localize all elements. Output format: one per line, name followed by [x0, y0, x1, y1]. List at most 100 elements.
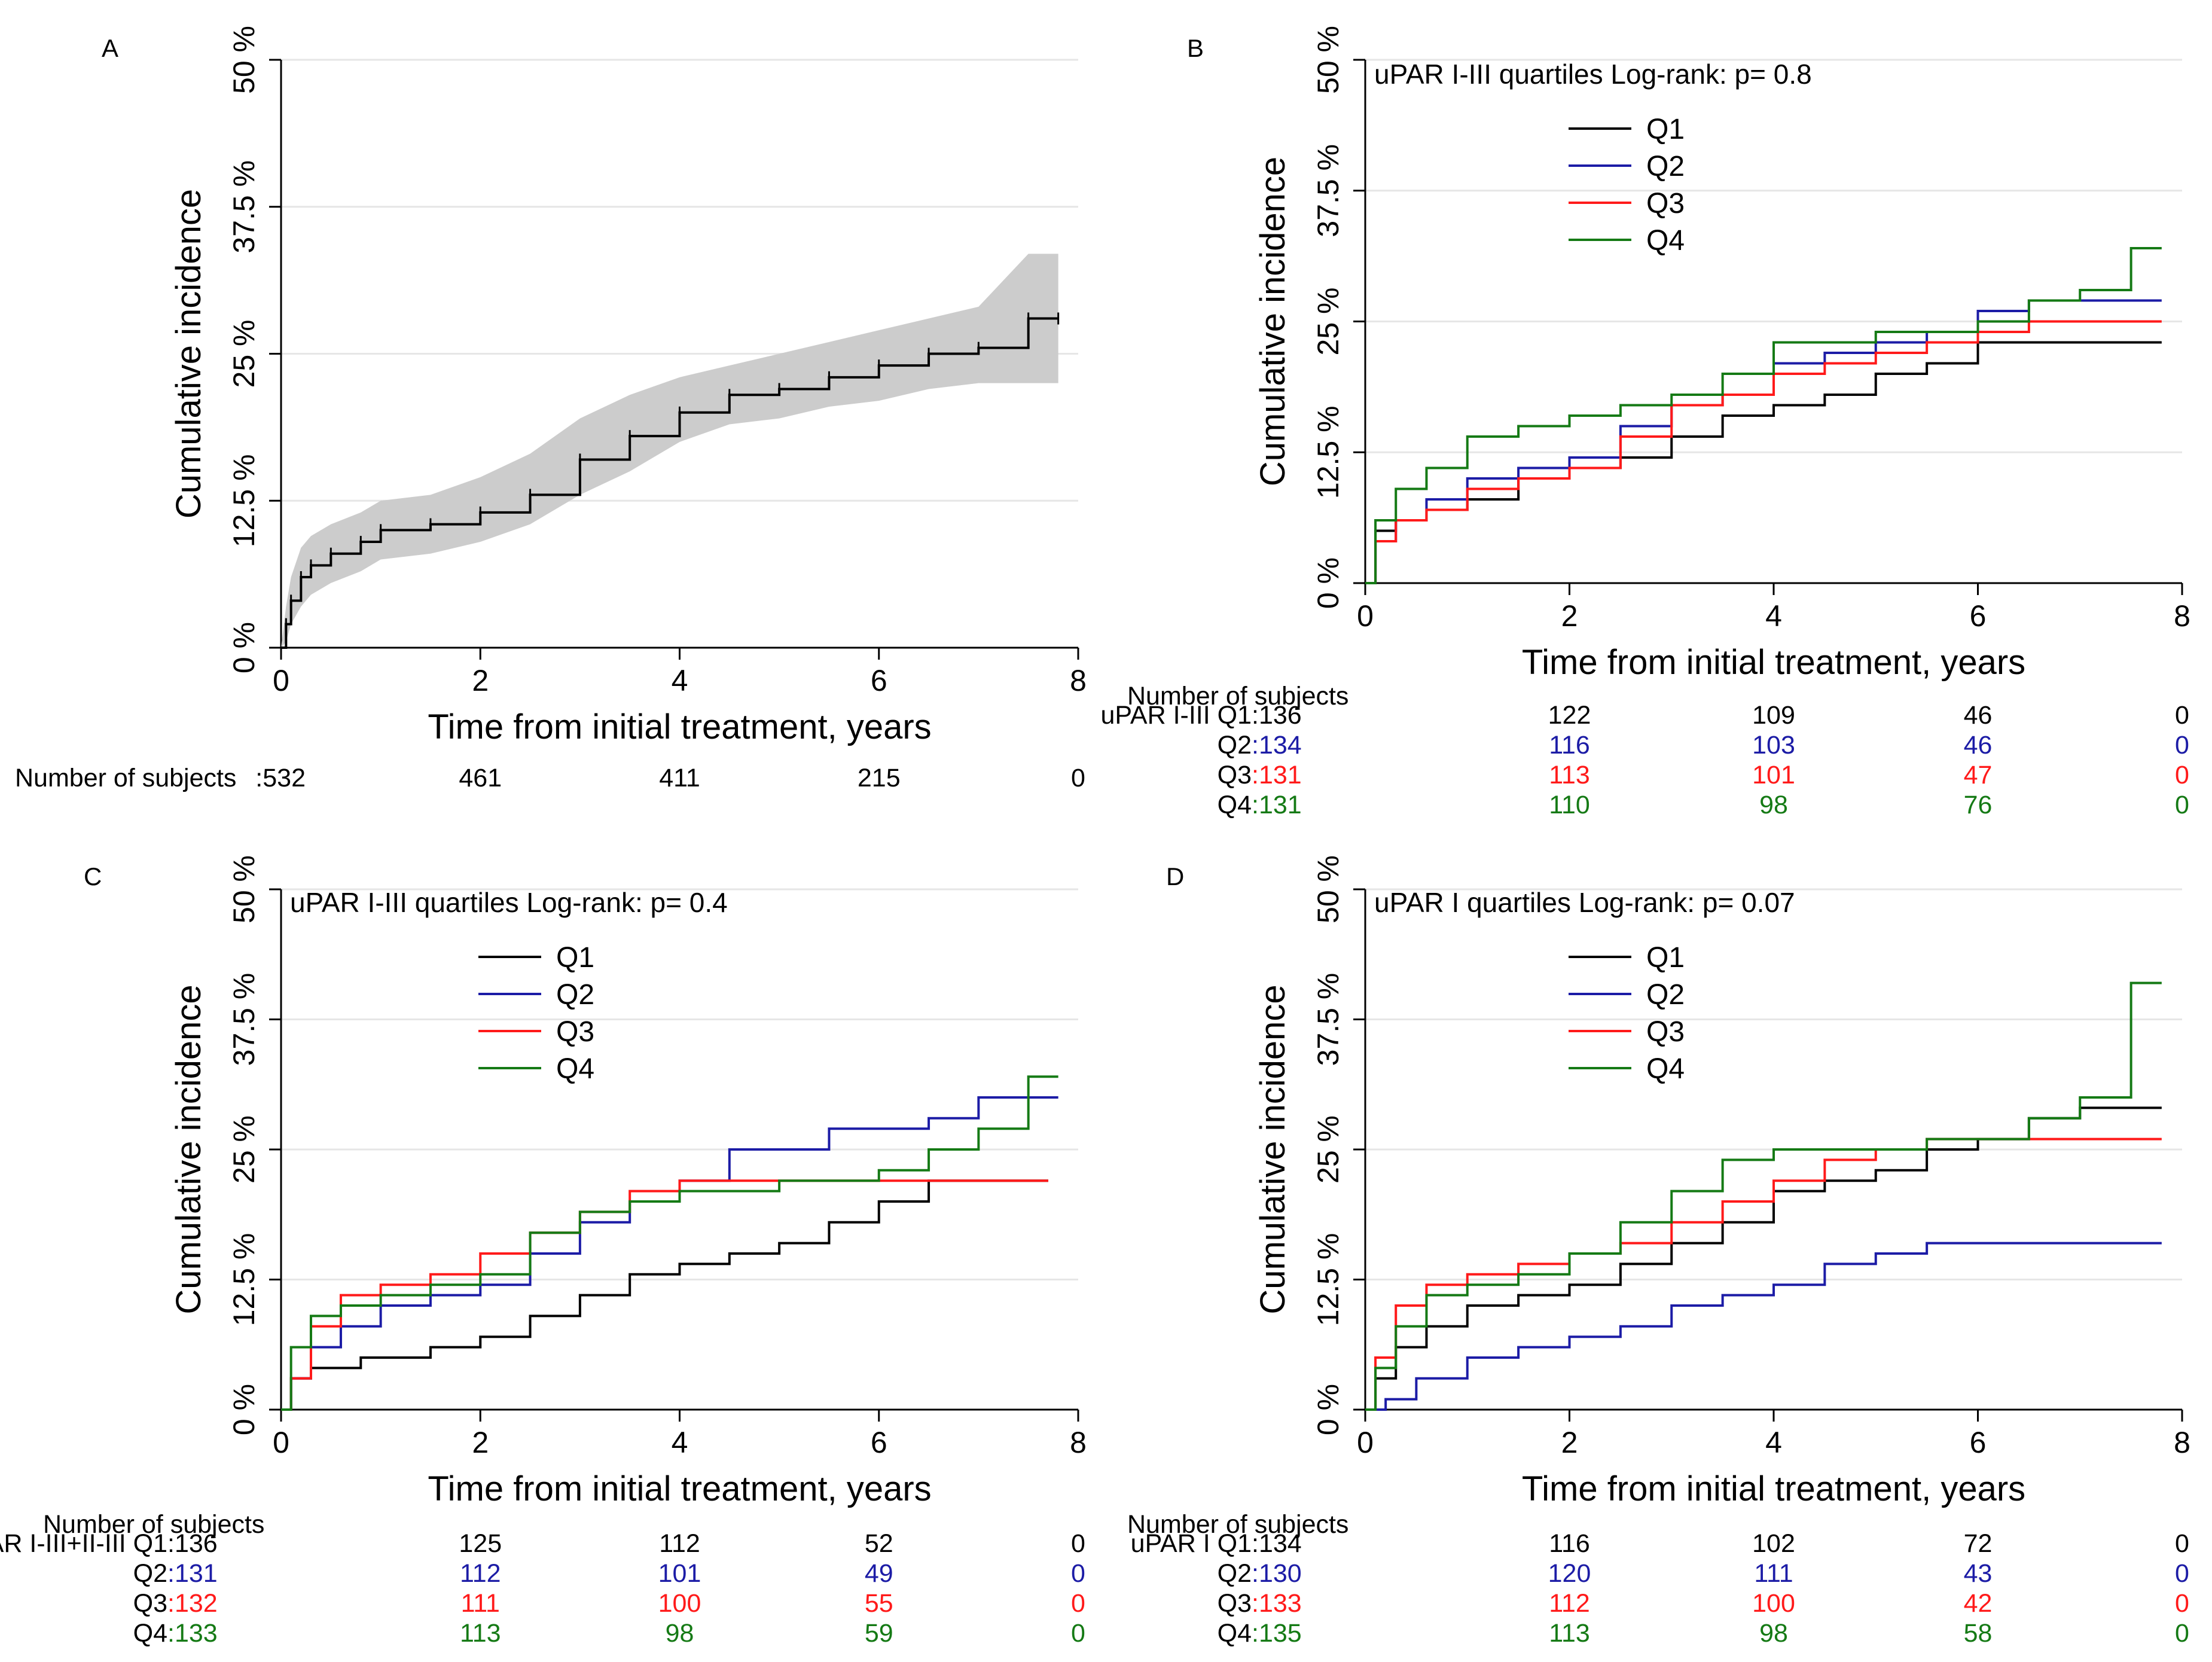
panel-b-risk-value: 109 [1752, 701, 1795, 730]
panel-d-ylabel: Cumulative incidence [1253, 984, 1292, 1314]
panel-c-risk-value: 59 [865, 1619, 893, 1648]
panel-c-risk-row-label: uPAR I-III+II-III Q1 [0, 1529, 167, 1558]
panel-c-risk-value: 0 [1071, 1619, 1085, 1648]
panel-c-xtick-label: 6 [871, 1426, 887, 1459]
panel-d-risk-value: :130 [1252, 1559, 1302, 1588]
panel-c-risk-value: 113 [460, 1619, 501, 1648]
panel-b-ytick-label: 37.5 % [1311, 144, 1345, 237]
panel-b-ytick-label: 12.5 % [1311, 405, 1345, 499]
panel-b-risk-value: 116 [1549, 731, 1590, 760]
panel-c-series-q2 [281, 1096, 1058, 1411]
panel-d-legend-label-q1: Q1 [1646, 942, 1685, 974]
panel-a-xtick-label: 0 [273, 664, 289, 697]
panel-d-risk-value: :135 [1252, 1619, 1302, 1648]
panel-b-legend-label-q4: Q4 [1646, 225, 1685, 257]
panel-b-risk-row-label: Q4 [1218, 791, 1252, 819]
panel-b-risk-value: 110 [1549, 791, 1590, 819]
panel-b-series-q4 [1365, 247, 2162, 584]
panel-c-risk-value: 98 [666, 1619, 694, 1648]
panel-b-risk-value: 98 [1759, 791, 1788, 819]
panel-b: B0 %12.5 %25 %37.5 %50 %0 2 4 6 8Cumulative … [1101, 26, 2190, 819]
panel-c-risk-value: :136 [167, 1529, 218, 1558]
panel-d-xtick-label: 0 [1357, 1426, 1374, 1459]
panel-b-xtick-label: 8 [2174, 599, 2190, 633]
panel-b-risk-value: 0 [2175, 701, 2189, 730]
panel-c-xtick-label: 8 [1070, 1426, 1087, 1459]
panel-c-risk-value: 0 [1071, 1589, 1085, 1618]
panel-d-legend-label-q2: Q2 [1646, 979, 1685, 1011]
panel-a-xtick-label: 4 [672, 664, 688, 697]
panel-d-xtick-label: 8 [2174, 1426, 2190, 1459]
panel-a-ci-band [281, 254, 1058, 648]
panel-c-risk-value: 52 [865, 1529, 893, 1558]
panel-c-risk-value: 112 [460, 1559, 501, 1588]
panel-d-risk-value: 0 [2175, 1559, 2189, 1588]
panel-d-ytick-label: 25 % [1311, 1115, 1345, 1184]
panel-c-ytick-label: 0 % [227, 1384, 261, 1435]
panel-b-risk-value: 122 [1548, 701, 1591, 730]
panel-a-risk-value: 0 [1071, 764, 1085, 792]
panel-b-ylabel: Cumulative incidence [1253, 157, 1292, 486]
panel-c-xtick-label: 2 [472, 1426, 489, 1459]
panel-d-xtick-label: 6 [1970, 1426, 1987, 1459]
panel-d-risk-value: 102 [1752, 1529, 1795, 1558]
panel-b-risk-value: :136 [1252, 701, 1302, 730]
panel-a-risk-value: 411 [659, 764, 700, 792]
panel-b-legend-label-q2: Q2 [1646, 151, 1685, 182]
panel-a-risk-value: :532 [255, 764, 306, 792]
panel-b-legend-label-q1: Q1 [1646, 114, 1685, 145]
panel-c-risk-value: 100 [658, 1589, 701, 1618]
panel-b-risk-value: :134 [1252, 731, 1302, 760]
panel-d-xlabel: Time from initial treatment, years [1522, 1469, 2025, 1508]
panel-b-risk-header: Number of subjects [1127, 682, 1348, 710]
panel-a: A 0 % 12.5 % 25 % 37.5 % 50 % 0 2 4 6 8 Cumulative … [15, 26, 1087, 792]
panel-d-risk-value: 0 [2175, 1589, 2189, 1618]
panel-d-title: uPAR I quartiles Log-rank: p= 0.07 [1374, 887, 1795, 918]
panel-b-xtick-label: 2 [1561, 599, 1578, 633]
panel-c-ytick-label: 37.5 % [227, 973, 261, 1066]
panel-b-ytick-label: 50 % [1311, 26, 1345, 94]
panel-d-ytick-label: 0 % [1311, 1384, 1345, 1435]
panel-a-ytick-label: 50 % [227, 26, 261, 94]
panel-c-legend-label-q3: Q3 [556, 1016, 594, 1048]
panel-d-risk-value: 42 [1964, 1589, 1993, 1618]
panel-b-xtick-label: 6 [1970, 599, 1987, 633]
panel-b-risk-value: 47 [1964, 761, 1993, 789]
panel-a-ytick-label: 25 % [227, 320, 261, 388]
panel-a-xlabel: Time from initial treatment, years [428, 708, 931, 746]
panel-c-series-q1 [281, 1179, 1049, 1411]
panel-c-ytick-label: 25 % [227, 1115, 261, 1184]
panel-c-legend-label-q2: Q2 [556, 979, 594, 1011]
panel-d-risk-value: 116 [1549, 1529, 1590, 1558]
panel-c-risk-value: 125 [459, 1529, 502, 1558]
panel-a-xtick-label: 8 [1070, 664, 1087, 697]
panel-d-risk-value: :134 [1252, 1529, 1302, 1558]
panel-b-risk-value: 76 [1964, 791, 1993, 819]
panel-d-risk-value: 0 [2175, 1619, 2189, 1648]
panel-a-ylabel: Cumulative incidence [169, 189, 208, 519]
panel-d-risk-value: 120 [1548, 1559, 1591, 1588]
panel-d-risk-row-label: uPAR I Q1 [1131, 1529, 1252, 1558]
panel-a-ytick-label: 0 % [227, 622, 261, 673]
panel-d-legend-label-q4: Q4 [1646, 1053, 1685, 1085]
panel-b-risk-value: 103 [1752, 731, 1795, 760]
panel-c-risk-row-label: Q2 [133, 1559, 167, 1588]
panel-c-risk-row-label: Q3 [133, 1589, 167, 1618]
panel-d-series-q1 [1365, 1106, 2162, 1411]
panel-d-risk-value: 112 [1549, 1589, 1590, 1618]
panel-d-risk-row-label: Q3 [1218, 1589, 1252, 1618]
panel-d-risk-value: 100 [1752, 1589, 1795, 1618]
panel-a-risk-label: Number of subjects [15, 764, 236, 792]
panel-d: D 0 % 12.5 % 25 % 37.5 % 50 % 0 2 4 6 8 Cumulative … [1127, 855, 2190, 1648]
panel-b-risk-value: 0 [2175, 761, 2189, 789]
panel-b-risk-row-label: Q2 [1218, 731, 1252, 760]
panel-c-risk-value: :131 [167, 1559, 218, 1588]
panel-a-xtick-label: 6 [871, 664, 887, 697]
panel-d-ytick-label: 37.5 % [1311, 973, 1345, 1066]
panel-c-risk-value: 49 [865, 1559, 893, 1588]
panel-a-ytick-label: 37.5 % [227, 160, 261, 254]
panel-b-risk-value: 101 [1752, 761, 1795, 789]
panel-c-risk-value: 0 [1071, 1559, 1085, 1588]
panel-c-letter: C [84, 862, 102, 891]
